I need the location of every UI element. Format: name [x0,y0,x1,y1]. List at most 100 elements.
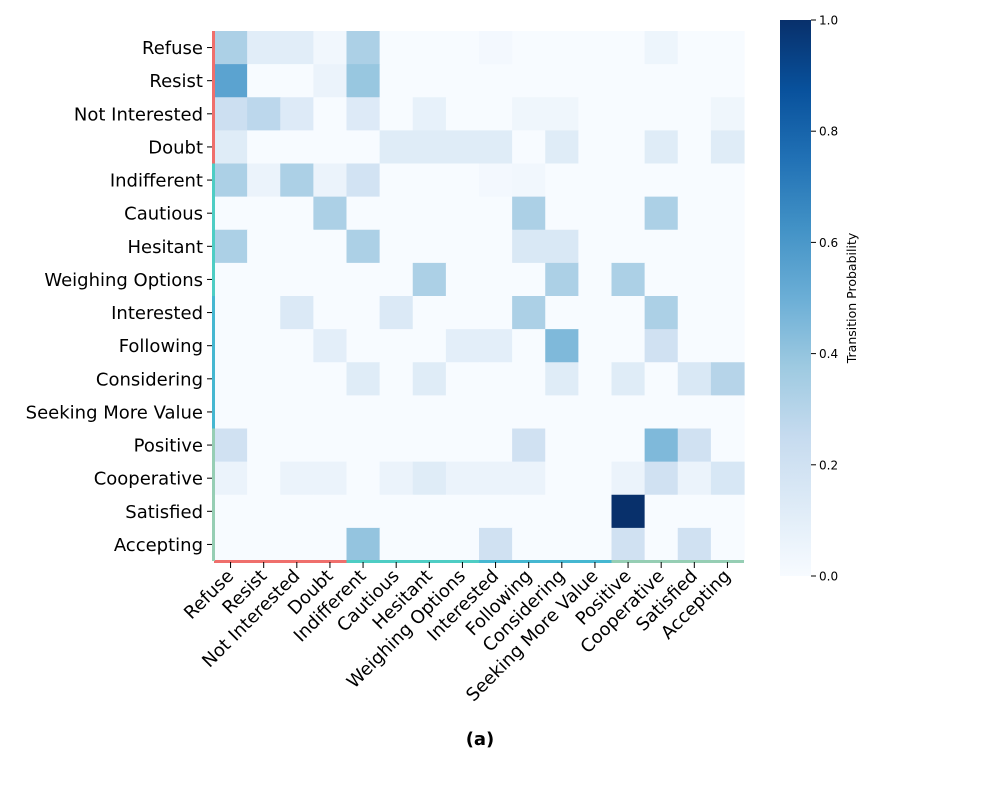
heatmap-cell [346,296,381,330]
heatmap-cell [280,31,314,65]
heatmap-cell [710,395,745,430]
heatmap-cell [512,229,546,264]
row-label: Cooperative [94,469,203,490]
colorbar-label: Transition Probability [844,232,859,364]
heatmap-cell [346,31,381,65]
heatmap-cell [710,296,745,330]
heatmap-cell [710,527,745,562]
heatmap-cell [644,64,679,98]
heatmap-cell [677,262,712,297]
heatmap-cell [644,229,679,264]
heatmap-cell [677,461,712,496]
heatmap-cell [512,395,546,430]
heatmap-cell [247,64,281,98]
heatmap-cell [644,428,679,463]
heatmap-cell [578,428,613,463]
heatmap-cell [611,362,646,396]
heatmap-cell [214,163,248,198]
heatmap-cell [412,494,447,529]
heatmap-cell [578,64,613,98]
heatmap-cell [479,163,513,198]
heatmap-cell [611,527,646,562]
heatmap-cell [479,64,513,98]
heatmap-cell [545,428,579,463]
heatmap-cell [379,362,414,396]
heatmap-cell [313,428,348,463]
heatmap-cell [412,362,447,396]
heatmap-cell [280,196,314,231]
heatmap-cell [214,229,248,264]
heatmap-cell [379,329,414,363]
heatmap-cell [412,262,447,297]
heatmap-cell [214,130,248,165]
heatmap-cell [379,428,414,463]
heatmap-cell [412,527,447,562]
heatmap-cell [280,130,314,165]
heatmap-cell [247,229,281,264]
heatmap-cell [644,461,679,496]
heatmap-cell [280,262,314,297]
heatmap-cell [512,163,546,198]
heatmap-cell [545,329,579,363]
colorbar [780,20,811,576]
heatmap-cell [379,196,414,231]
heatmap-cell [412,130,447,165]
heatmap-cell [247,296,281,330]
heatmap-cell [710,461,745,496]
heatmap-cell [545,395,579,430]
heatmap-cell [677,428,712,463]
heatmap-cell [346,395,381,430]
heatmap-cell [346,494,381,529]
heatmap-cell [479,229,513,264]
heatmap-cell [445,362,480,396]
heatmap-cell [445,428,480,463]
row-label: Considering [96,369,203,390]
heatmap-cell [247,130,281,165]
heatmap-cell [445,329,480,363]
heatmap-cell [677,97,712,131]
heatmap-cell [578,494,613,529]
heatmap-cell [379,395,414,430]
heatmap-cell [247,362,281,396]
heatmap-cell [677,130,712,165]
heatmap-cell [512,97,546,131]
heatmap-cell [677,64,712,98]
heatmap-cell [346,362,381,396]
heatmap-cell [214,64,248,98]
heatmap-cell [280,461,314,496]
heatmap-cell [346,461,381,496]
heatmap-cell [214,527,248,562]
row-label: Refuse [142,38,203,59]
row-label: Not Interested [74,104,203,125]
heatmap-cell [412,163,447,198]
heatmap-cell [346,262,381,297]
heatmap-cell [545,196,579,231]
heatmap-cell [644,527,679,562]
heatmap-cell [412,329,447,363]
heatmap-cell [247,262,281,297]
colorbar-tick-label: 1.0 [819,14,838,28]
heatmap-cell [578,262,613,297]
group-indicator-bars [212,31,744,563]
heatmap-cell [214,262,248,297]
heatmap-cell [611,296,646,330]
heatmap-cell [578,461,613,496]
heatmap-cell [644,163,679,198]
heatmap-cell [578,296,613,330]
heatmap-cell [512,130,546,165]
heatmap-cell [313,31,348,65]
heatmap-cell [611,163,646,198]
colorbar-tick-label: 0.8 [819,125,838,139]
heatmap-cell [677,31,712,65]
heatmap-cell [247,329,281,363]
heatmap-cell [214,461,248,496]
heatmap-cell [512,64,546,98]
heatmap-cell [545,163,579,198]
heatmap-cell [677,229,712,264]
heatmap-cell [214,196,248,231]
heatmap-cell [379,296,414,330]
heatmap-cell [313,296,348,330]
heatmap-cell [710,262,745,297]
